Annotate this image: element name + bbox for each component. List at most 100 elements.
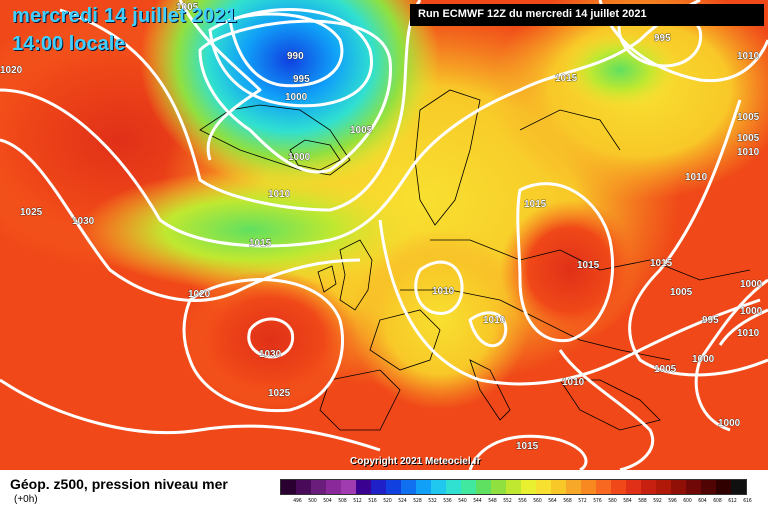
color-scale-swatch <box>686 480 701 494</box>
color-scale-tick: 600 <box>683 498 692 504</box>
isobar-label: 1010 <box>737 147 760 158</box>
color-scale-tick: 548 <box>488 498 497 504</box>
color-scale-tick: 604 <box>698 498 707 504</box>
color-scale-swatch <box>356 480 371 494</box>
color-scale-swatch <box>536 480 551 494</box>
field-central-yellow-2 <box>350 230 530 410</box>
isobar-1000 <box>198 19 392 174</box>
color-scale-tick: 616 <box>743 498 752 504</box>
isobar-1030-azores <box>247 317 295 359</box>
color-scale-tick: 552 <box>503 498 512 504</box>
iceland-coast <box>289 139 341 171</box>
isobar-1020-west <box>0 138 361 302</box>
color-scale-swatch <box>626 480 641 494</box>
color-scale-swatch <box>731 480 746 494</box>
map-canvas: 1005 990 995 1000 1005 1000 995 1015 101… <box>0 0 768 470</box>
run-info-box: Run ECMWF 12Z du mercredi 14 juillet 202… <box>410 4 764 26</box>
color-scale-swatch <box>431 480 446 494</box>
isobar-label: 1010 <box>737 328 760 339</box>
color-scale-tick: 512 <box>353 498 362 504</box>
map-time-title: 14:00 locale <box>12 33 126 55</box>
isobar-995 <box>208 8 373 108</box>
color-scale-tick: 568 <box>563 498 572 504</box>
color-scale-tick: 588 <box>638 498 647 504</box>
isobar-1010-se <box>558 349 655 470</box>
color-scale-swatch <box>596 480 611 494</box>
isobar-label: 1020 <box>188 289 211 300</box>
isobar-label: 1005 <box>176 2 199 13</box>
isobar-label: 1000 <box>718 418 741 429</box>
color-scale-swatch <box>641 480 656 494</box>
isobar-label: 1010 <box>432 286 455 297</box>
color-scale-tick: 528 <box>413 498 422 504</box>
isobar-labels: 1005 990 995 1000 1005 1000 995 1015 101… <box>0 2 763 453</box>
isobar-label: 1000 <box>692 354 715 365</box>
central-europe-border <box>400 289 671 361</box>
iberia-coast <box>319 369 401 431</box>
isobar-990 <box>228 12 344 88</box>
isobar-label: 995 <box>654 33 671 44</box>
color-scale-tick: 536 <box>443 498 452 504</box>
coastlines <box>199 89 751 431</box>
isobar-label: 1015 <box>249 238 272 249</box>
field-ne-green <box>560 30 680 110</box>
isobar-label: 1000 <box>740 279 763 290</box>
isobar-995-east <box>718 308 768 346</box>
color-scale-swatch <box>551 480 566 494</box>
color-scale-swatch <box>446 480 461 494</box>
color-scale-tick: 580 <box>608 498 617 504</box>
isobar-label: 1000 <box>285 92 308 103</box>
color-scale-swatch <box>521 480 536 494</box>
copyright-text: Copyright 2021 Meteociel.fr <box>350 456 481 467</box>
pressure-map: 1005 990 995 1000 1005 1000 995 1015 101… <box>0 0 768 470</box>
color-scale-swatch <box>581 480 596 494</box>
color-scale-tick: 564 <box>548 498 557 504</box>
isobar-label: 1000 <box>740 306 763 317</box>
color-scale-tick: 524 <box>398 498 407 504</box>
isobar-label: 1025 <box>20 207 43 218</box>
russia-border <box>519 109 621 151</box>
color-scale-swatch <box>716 480 731 494</box>
color-scale-tick: 584 <box>623 498 632 504</box>
isobar-1010-north <box>59 0 422 212</box>
isobar-1020-south <box>0 378 381 452</box>
color-scale-swatch <box>566 480 581 494</box>
isobar-1010-ne <box>598 0 768 83</box>
color-scale-ticks: 496 500 504 508 512 516 520 524 528 532 536 540 544 5… <box>290 498 755 504</box>
legend-title: Géop. z500, pression niveau mer <box>10 476 228 492</box>
color-scale-tick: 504 <box>323 498 332 504</box>
isobar-label: 1015 <box>555 73 578 84</box>
color-scale-swatch <box>476 480 491 494</box>
isobar-label: 990 <box>287 51 304 62</box>
map-date-title: mercredi 14 juillet 2021 <box>12 5 237 27</box>
color-scale-swatch <box>656 480 671 494</box>
color-scale-tick: 572 <box>578 498 587 504</box>
color-scale-swatch <box>416 480 431 494</box>
color-scale-tick: 560 <box>533 498 542 504</box>
isobar-label: 995 <box>293 74 310 85</box>
isobar-label: 1015 <box>516 441 539 452</box>
color-scale-swatch <box>341 480 356 494</box>
color-scale-swatch <box>506 480 521 494</box>
field-azores-red <box>180 270 360 410</box>
italy-coast <box>469 359 511 421</box>
color-scale-tick: 556 <box>518 498 527 504</box>
isobar-1015-south-edge <box>468 434 588 470</box>
isobar-label: 1005 <box>350 125 373 136</box>
isobar-label: 1025 <box>268 388 291 399</box>
scandinavia-coast <box>414 89 481 226</box>
black-sea-coast <box>559 379 661 431</box>
france-coast <box>369 309 441 371</box>
color-scale-swatch <box>326 480 341 494</box>
isobar-1025-azores <box>182 278 345 413</box>
isobar-label: 1020 <box>0 65 23 76</box>
color-scale-tick: 516 <box>368 498 377 504</box>
isobar-label: 995 <box>702 315 719 326</box>
isobar-1010-alps <box>468 311 508 348</box>
legend-footer: Géop. z500, pression niveau mer (+0h) 49… <box>0 470 768 512</box>
continental-border <box>430 239 751 281</box>
greenland-south-coast <box>199 104 351 176</box>
color-scale-tick: 520 <box>383 498 392 504</box>
isobar-label: 1005 <box>654 364 677 375</box>
